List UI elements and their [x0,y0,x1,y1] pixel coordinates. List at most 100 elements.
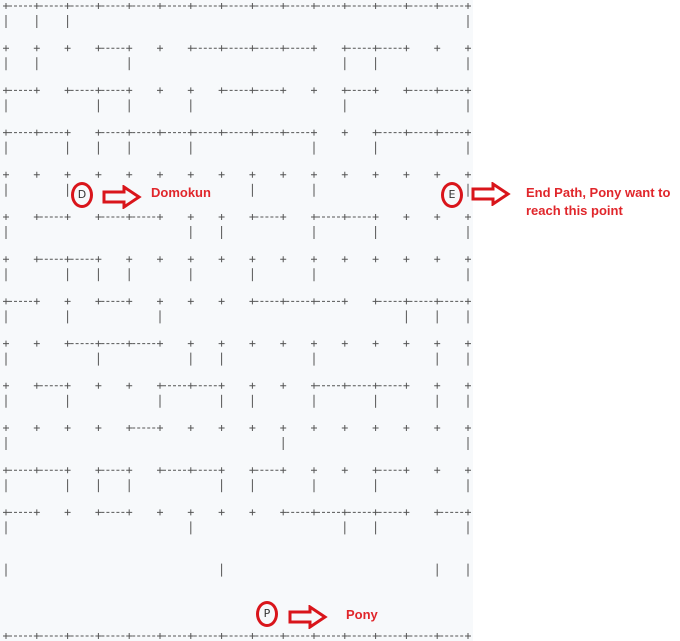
maze-post [403,340,410,347]
maze-post [372,256,379,263]
maze-post [126,214,133,220]
maze-post [465,340,471,347]
maze-panel [3,3,471,639]
maze-post [3,171,9,178]
maze-post [187,45,194,52]
maze-post [280,256,287,263]
maze-post [95,633,102,639]
maze-post [372,467,379,474]
pony-arrow-icon [288,605,328,629]
maze-post [280,340,287,347]
maze-post [341,171,348,178]
maze-post [3,129,9,136]
maze-post [249,129,256,136]
maze-post [218,425,225,431]
maze-post [126,382,133,389]
maze-post [157,214,163,220]
maze-post [126,298,133,305]
maze-post [64,633,71,639]
maze-post [341,509,348,516]
maze-post [33,3,40,9]
maze-post [126,129,133,136]
maze-post [187,171,194,178]
maze-post [465,256,471,263]
maze-post [3,214,9,220]
maze-post [403,45,410,52]
maze-post [187,467,194,474]
maze-post [187,214,194,220]
maze-post [33,340,40,347]
maze-post [157,382,163,389]
maze-post [341,256,348,263]
maze-post [64,3,71,9]
maze-post [157,171,163,178]
maze-post [280,509,287,516]
maze-post [218,214,225,220]
maze-post [33,171,40,178]
maze-post [465,425,471,431]
maze-post [341,214,348,220]
maze-post [3,509,9,516]
maze-post [465,214,471,220]
maze-post [249,633,256,639]
maze-post [311,298,317,305]
maze-post [3,467,9,474]
maze-post [249,3,256,9]
maze-post [280,171,287,178]
maze-post [434,87,441,94]
maze-post [64,214,71,220]
maze-post [372,129,379,136]
maze-post [157,340,163,347]
maze-post [95,45,102,52]
maze-post [218,340,225,347]
maze-post [157,467,163,474]
maze-post [33,382,40,389]
maze-post [3,87,9,94]
maze-post [434,256,441,263]
maze-post [64,171,71,178]
maze-post [341,340,348,347]
maze-post [126,45,133,52]
maze-post [218,467,225,474]
maze-post [311,425,317,431]
maze-post [249,214,256,220]
maze-post [434,214,441,220]
maze-post [64,129,71,136]
maze-post [33,298,40,305]
maze-post [249,425,256,431]
maze-post [218,129,225,136]
maze-post [126,633,133,639]
maze-post [434,467,441,474]
maze-post [33,509,40,516]
maze-post [187,382,194,389]
maze-post [33,87,40,94]
maze-post [465,129,471,136]
maze-post [280,129,287,136]
maze-post [372,214,379,220]
maze-post [126,171,133,178]
maze-post [95,467,102,474]
maze-post [64,382,71,389]
maze-post [280,214,287,220]
maze-post [126,467,133,474]
maze-post [95,425,102,431]
pony-letter: P [263,607,271,620]
maze-post [218,633,225,639]
maze-post [341,45,348,52]
maze-post [311,340,317,347]
maze-post [311,3,317,9]
maze-post [465,467,471,474]
maze-post [341,3,348,9]
maze-post [157,633,163,639]
maze-post [311,256,317,263]
maze-post [372,298,379,305]
maze-post [187,340,194,347]
maze-post [311,214,317,220]
maze-post [126,3,133,9]
maze-post [33,214,40,220]
maze-post [434,298,441,305]
maze-post [64,87,71,94]
maze-post [341,298,348,305]
maze-post [33,256,40,263]
maze-post [33,467,40,474]
